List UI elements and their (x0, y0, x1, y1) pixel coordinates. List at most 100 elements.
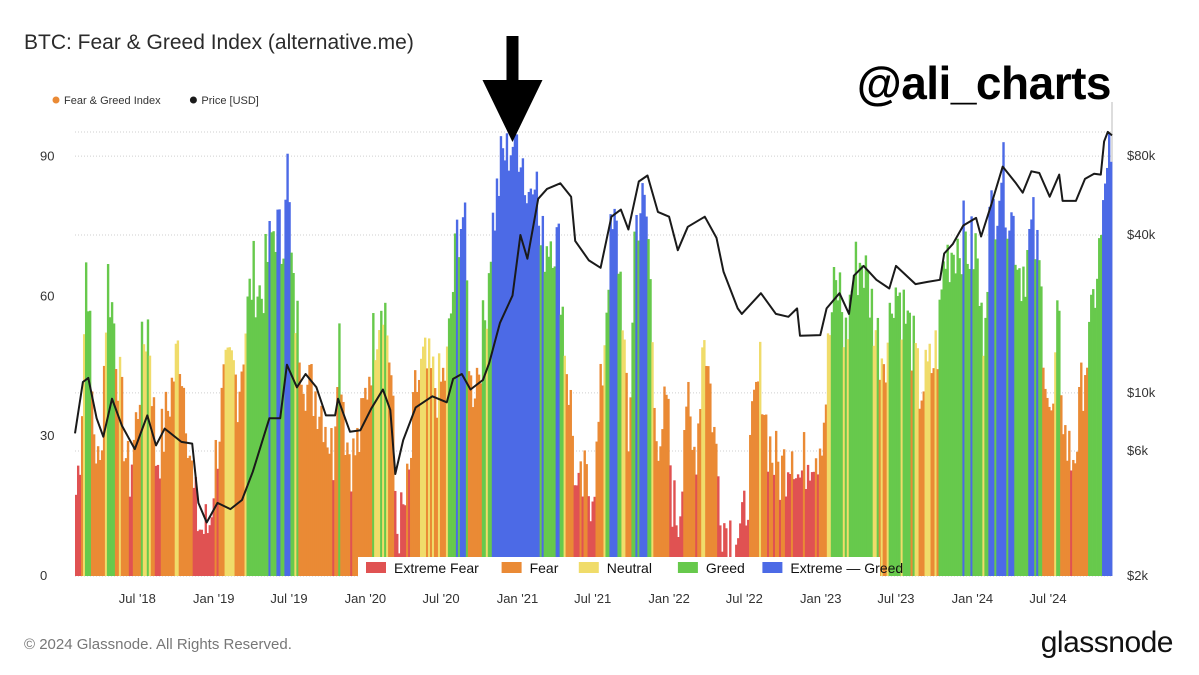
index-bar (208, 525, 211, 576)
index-bar (427, 338, 431, 576)
index-bar (768, 436, 772, 576)
index-bar (966, 263, 969, 576)
index-bar (210, 517, 213, 576)
index-bar (806, 464, 810, 576)
index-bar (832, 267, 836, 576)
index-bar (1086, 367, 1089, 576)
index-bar (489, 261, 493, 576)
index-bar (336, 387, 339, 576)
x-tick-label: Jul '18 (119, 591, 156, 606)
index-bar (477, 374, 481, 576)
index-bar (635, 214, 638, 576)
index-bar (555, 227, 558, 577)
zone-swatch (762, 562, 783, 573)
index-bar (358, 451, 361, 576)
index-bar (601, 385, 604, 576)
index-bar (455, 219, 459, 576)
index-bar (302, 393, 305, 576)
index-bar (745, 525, 748, 576)
index-bar (583, 450, 586, 576)
index-bar (697, 423, 700, 576)
index-bar (260, 298, 263, 576)
author-watermark: @ali_charts (856, 57, 1112, 109)
index-bar (467, 371, 471, 576)
index-bar (400, 492, 403, 576)
index-bar (328, 453, 331, 576)
index-bar (567, 404, 570, 576)
index-bar (487, 273, 491, 576)
index-bar (296, 300, 299, 576)
index-bar (236, 422, 239, 576)
index-bar (1102, 200, 1105, 576)
index-bar (705, 365, 708, 576)
index-bar (98, 460, 102, 576)
index-bar (1072, 459, 1075, 576)
index-bar (234, 374, 237, 576)
index-bar (418, 379, 421, 576)
index-bar (268, 221, 271, 576)
index-bar (870, 288, 874, 576)
index-bar (497, 195, 501, 576)
index-bar (390, 375, 393, 576)
index-bar (128, 496, 132, 576)
legend-marker (52, 96, 60, 104)
index-bar (653, 407, 656, 576)
index-bar (669, 465, 672, 576)
index-bar (1090, 294, 1093, 576)
index-bar (240, 371, 243, 576)
index-bar (613, 208, 616, 576)
index-bar (469, 375, 473, 576)
y-right-tick-label: $6k (1127, 443, 1148, 458)
index-bar (595, 441, 598, 576)
index-bar (100, 450, 104, 576)
index-bar (968, 268, 971, 576)
index-bar (625, 372, 628, 576)
index-bar (326, 447, 329, 576)
index-bar (384, 302, 387, 576)
index-bar (1022, 266, 1025, 576)
index-bar (84, 262, 88, 576)
index-bar (232, 360, 235, 576)
index-bar (168, 416, 172, 576)
index-bar (320, 405, 323, 576)
y-right-tick-label: $2k (1127, 568, 1148, 583)
index-bar (932, 368, 935, 576)
index-bar (677, 537, 680, 576)
index-bar (200, 529, 204, 576)
index-bar (170, 377, 174, 576)
index-bar (172, 381, 176, 576)
index-bar (709, 383, 712, 576)
index-bar (202, 533, 206, 576)
index-bar (892, 317, 896, 576)
index-bar (276, 209, 279, 577)
brand-logo[interactable]: glassnode (1040, 626, 1174, 659)
index-bar (842, 347, 846, 576)
index-bar (639, 213, 642, 576)
index-bar (770, 462, 774, 576)
index-bar (162, 451, 166, 576)
index-bar (854, 241, 858, 576)
index-bar (547, 256, 551, 576)
index-bar (402, 504, 405, 576)
x-tick-label: Jul '20 (422, 591, 459, 606)
index-bar (577, 472, 580, 576)
index-bar (661, 429, 664, 576)
index-bar (433, 388, 437, 576)
index-bar (798, 477, 802, 576)
index-bar (94, 463, 98, 576)
index-bar (473, 398, 477, 576)
index-bar (541, 215, 545, 576)
index-bar (988, 206, 991, 576)
index-bar (952, 254, 955, 576)
index-bar (663, 386, 666, 576)
index-bar (942, 261, 945, 576)
zone-label: Neutral (607, 560, 652, 576)
index-bar (437, 353, 441, 576)
index-bar (278, 209, 281, 576)
index-bar (330, 428, 333, 576)
index-bar (896, 295, 900, 576)
index-bar (366, 399, 369, 576)
index-bar (228, 347, 231, 576)
index-bar (102, 365, 106, 576)
